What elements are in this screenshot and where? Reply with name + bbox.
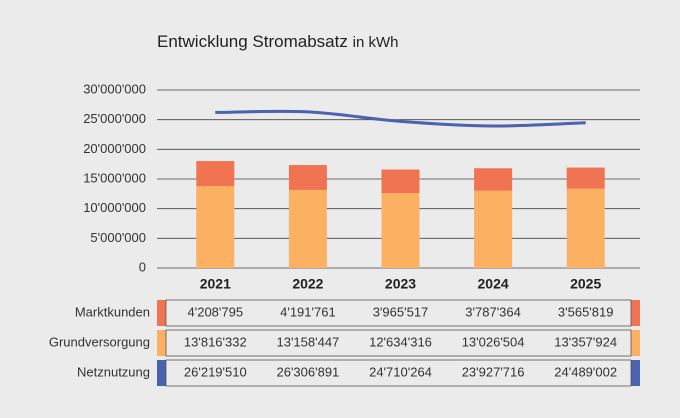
table-cell: 4'191'761 xyxy=(280,304,336,319)
row-label: Netznutzung xyxy=(77,364,150,379)
table-cell: 26'219'510 xyxy=(184,364,247,379)
y-tick-label: 15'000'000 xyxy=(83,170,146,185)
table-row xyxy=(165,329,632,357)
legend-swatch xyxy=(157,360,166,386)
table-cell: 24'710'264 xyxy=(369,364,432,379)
x-tick-label: 2023 xyxy=(385,276,416,292)
legend-swatch xyxy=(631,330,640,356)
table-cell: 12'634'316 xyxy=(369,334,432,349)
y-tick-label: 25'000'000 xyxy=(83,111,146,126)
table-cell: 4'208'795 xyxy=(188,304,244,319)
bar xyxy=(566,167,605,189)
x-tick-label: 2024 xyxy=(478,276,509,292)
bar xyxy=(196,186,235,268)
bar xyxy=(474,168,513,191)
table-cell: 24'489'002 xyxy=(554,364,617,379)
bar xyxy=(474,190,513,268)
y-tick-label: 30'000'000 xyxy=(83,81,146,96)
legend-swatch xyxy=(157,330,166,356)
y-tick-label: 10'000'000 xyxy=(83,200,146,215)
table-cell: 13'816'332 xyxy=(184,334,247,349)
legend-swatch xyxy=(157,300,166,326)
y-tick-label: 20'000'000 xyxy=(83,141,146,156)
table-cell: 26'306'891 xyxy=(276,364,339,379)
bar xyxy=(381,193,420,268)
row-label: Marktkunden xyxy=(75,304,150,319)
bar xyxy=(196,161,235,187)
bar xyxy=(381,169,420,194)
table-cell: 3'965'517 xyxy=(373,304,429,319)
x-tick-label: 2021 xyxy=(200,276,231,292)
y-tick-label: 5'000'000 xyxy=(90,230,146,245)
table-cell: 3'787'364 xyxy=(465,304,521,319)
chart-title: Entwicklung Stromabsatz in kWh xyxy=(157,32,398,51)
table-cell: 13'026'504 xyxy=(462,334,525,349)
legend-swatch xyxy=(631,300,640,326)
line xyxy=(215,109,586,128)
table-cell: 13'357'924 xyxy=(554,334,617,349)
table-cell: 3'565'819 xyxy=(558,304,614,319)
title-unit: in kWh xyxy=(353,34,399,51)
legend-swatch xyxy=(631,360,640,386)
bar xyxy=(288,189,327,268)
x-tick-label: 2022 xyxy=(292,276,323,292)
table-cell: 13'158'447 xyxy=(276,334,339,349)
x-tick-label: 2025 xyxy=(570,276,601,292)
table-cell: 23'927'716 xyxy=(462,364,525,379)
row-label: Grundversorgung xyxy=(49,334,150,349)
table-row xyxy=(165,359,632,387)
y-tick-label: 0 xyxy=(139,259,146,274)
bar xyxy=(288,165,327,190)
bar xyxy=(566,188,605,268)
title-main: Entwicklung Stromabsatz xyxy=(157,32,348,51)
table-row xyxy=(165,299,632,327)
